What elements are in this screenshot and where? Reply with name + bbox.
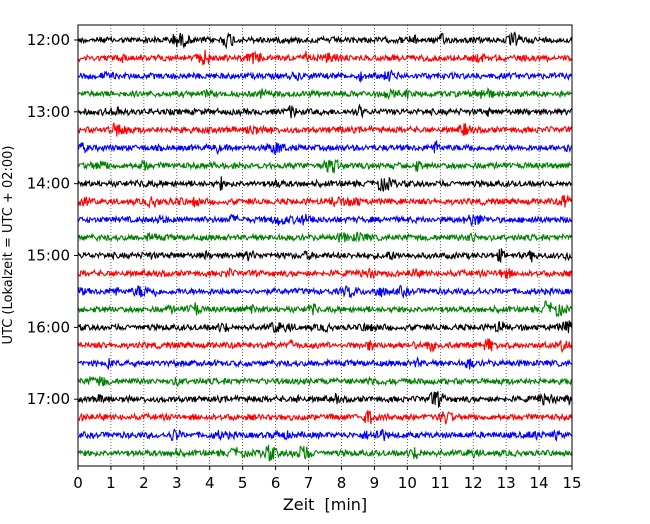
y-tick-label: 16:00 xyxy=(27,318,70,336)
y-tick-label: 13:00 xyxy=(27,103,70,121)
seismic-trace xyxy=(77,158,573,174)
x-tick-label: 11 xyxy=(431,474,450,492)
seismic-trace xyxy=(77,86,573,100)
x-tick-label: 4 xyxy=(205,474,215,492)
seismic-trace xyxy=(77,194,573,209)
y-tick-label: 14:00 xyxy=(27,175,70,193)
y-axis-ticks: 12:00 13:00 14:00 15:00 16:00 17:00 xyxy=(27,31,78,408)
seismic-trace xyxy=(77,409,573,425)
x-tick-label: 10 xyxy=(398,474,417,492)
x-tick-label: 15 xyxy=(562,474,581,492)
x-tick-label: 12 xyxy=(464,474,483,492)
seismic-trace xyxy=(77,356,573,371)
seismic-trace xyxy=(77,122,573,137)
seismic-trace xyxy=(77,444,573,462)
x-axis-ticks: 0 1 2 3 4 5 6 7 8 9 10 11 12 13 14 15 xyxy=(73,466,582,492)
seismic-trace xyxy=(77,31,573,50)
x-tick-label: 7 xyxy=(304,474,314,492)
seismic-trace xyxy=(77,248,573,264)
y-tick-label: 15:00 xyxy=(27,247,70,265)
plot-background xyxy=(78,25,572,466)
x-tick-label: 2 xyxy=(139,474,149,492)
seismic-trace xyxy=(77,140,573,156)
y-axis-label: UTC (Lokalzeit = UTC + 02:00) xyxy=(1,146,16,345)
trace-group xyxy=(77,31,573,462)
x-tick-label: 1 xyxy=(106,474,116,492)
y-tick-label: 12:00 xyxy=(27,31,70,49)
x-axis-label: Zeit [min] xyxy=(283,495,367,514)
x-tick-label: 9 xyxy=(370,474,380,492)
seismic-trace xyxy=(77,284,573,300)
x-tick-label: 13 xyxy=(497,474,516,492)
seismic-trace xyxy=(77,231,573,243)
seismic-trace xyxy=(77,338,573,354)
plot-frame xyxy=(77,24,573,467)
seismic-trace xyxy=(77,103,573,119)
x-tick-label: 14 xyxy=(530,474,549,492)
seismic-trace xyxy=(77,428,573,442)
seismic-trace xyxy=(77,266,573,280)
y-tick-label: 17:00 xyxy=(27,390,70,408)
seismic-trace xyxy=(77,320,573,334)
x-tick-label: 0 xyxy=(73,474,83,492)
seismic-trace xyxy=(77,300,573,317)
seismic-trace xyxy=(77,375,573,388)
x-tick-label: 6 xyxy=(271,474,281,492)
x-tick-label: 8 xyxy=(337,474,347,492)
x-tick-label: 5 xyxy=(238,474,248,492)
seismic-trace xyxy=(77,213,573,228)
seismic-trace xyxy=(77,176,573,193)
seismic-trace xyxy=(77,391,573,409)
x-tick-label: 3 xyxy=(172,474,182,492)
seismic-trace xyxy=(77,69,573,83)
seismic-trace xyxy=(77,49,573,66)
